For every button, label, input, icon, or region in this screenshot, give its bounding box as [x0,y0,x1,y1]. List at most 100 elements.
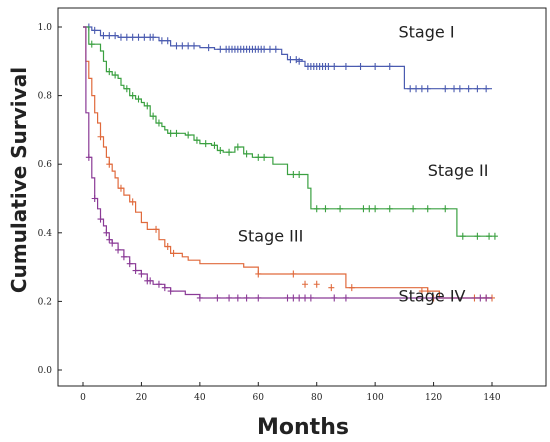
censor-mark [103,229,110,237]
x-tick-label: 120 [425,393,442,403]
censor-mark [91,26,98,34]
x-tick-label: 0 [80,393,86,403]
censor-mark [331,62,338,70]
censor-mark [491,232,498,240]
censor-mark [296,294,303,302]
censor-mark [158,37,165,45]
censor-mark [477,294,484,302]
x-tick-label: 20 [136,393,148,403]
x-tick-label: 140 [483,393,500,403]
censor-mark [255,153,262,161]
censor-mark [243,294,250,302]
y-tick-label: 1.0 [38,23,53,33]
censor-mark [109,239,116,247]
censor-mark [150,112,157,120]
censor-mark [261,153,268,161]
censor-mark [135,95,142,103]
censor-mark [150,33,157,41]
y-tick-label: 0.0 [38,366,53,376]
censor-mark [331,294,338,302]
censor-mark [424,205,431,213]
censor-mark [296,170,303,178]
censor-mark [106,68,113,76]
censor-mark [161,284,168,292]
censor-mark [483,85,490,93]
censor-mark [129,92,136,100]
censor-mark [144,102,151,110]
censor-mark [442,85,449,93]
censor-mark [112,71,119,79]
censor-mark [372,205,379,213]
censor-mark [287,56,294,64]
censor-mark [418,85,425,93]
censor-mark [91,195,98,202]
censor-mark [418,287,425,295]
censor-mark [123,33,130,41]
censor-mark [302,280,309,288]
censor-mark [155,280,162,288]
censor-mark [196,294,203,302]
censor-mark [106,160,113,168]
y-tick-label: 0.4 [38,229,53,239]
censor-mark [167,287,174,295]
y-tick-label: 0.8 [38,92,53,102]
censor-mark [372,62,379,70]
censor-mark [296,57,303,65]
series-stage-ii [83,26,498,240]
censor-mark [132,267,139,275]
censor-mark [290,270,297,278]
censor-mark [129,198,136,206]
x-tick-label: 40 [194,393,206,403]
censor-mark [112,32,119,40]
censor-mark [342,294,349,302]
censor-mark [97,215,104,223]
censor-mark [451,85,458,93]
censor-mark [465,85,472,93]
censor-mark [337,205,344,213]
censor-mark [284,294,291,302]
x-tick-label: 80 [311,393,323,403]
censor-mark [474,232,481,240]
censor-mark [126,260,133,268]
censor-mark [170,249,177,257]
label-stage-ii: Stage II [428,161,489,180]
x-tick-label: 60 [253,393,265,403]
censor-mark [120,253,127,261]
series-stage-iv [83,26,492,302]
censor-mark [474,85,481,93]
censor-mark [313,205,320,213]
censor-mark [456,85,463,93]
censor-mark [85,153,92,161]
censor-mark [226,294,233,302]
censor-mark [214,294,221,302]
censor-mark [153,225,160,233]
censor-mark [123,85,130,93]
censor-mark [255,294,262,302]
censor-mark [386,205,393,213]
censor-mark [211,141,218,149]
censor-mark [173,129,180,137]
censor-mark [424,287,431,295]
censor-mark [328,284,335,292]
censor-mark [185,42,192,50]
plot-frame [57,7,547,387]
y-axis-title: Cumulative Survival [7,67,31,293]
censor-mark [191,42,198,50]
censor-mark [117,33,124,41]
censor-mark [290,294,297,302]
censor-mark [193,136,200,144]
censor-mark [106,32,113,40]
censor-mark [138,270,145,278]
censor-mark [173,42,180,50]
censor-mark [147,277,154,285]
censor-mark [357,62,364,70]
censor-mark [115,246,122,254]
censor-mark [366,205,373,213]
censor-mark [129,33,136,41]
censor-mark [167,129,174,137]
censor-mark [424,85,431,93]
censor-mark [325,62,332,70]
censor-mark [205,44,212,52]
censor-mark [293,56,300,64]
y-tick-label: 0.2 [38,297,52,307]
